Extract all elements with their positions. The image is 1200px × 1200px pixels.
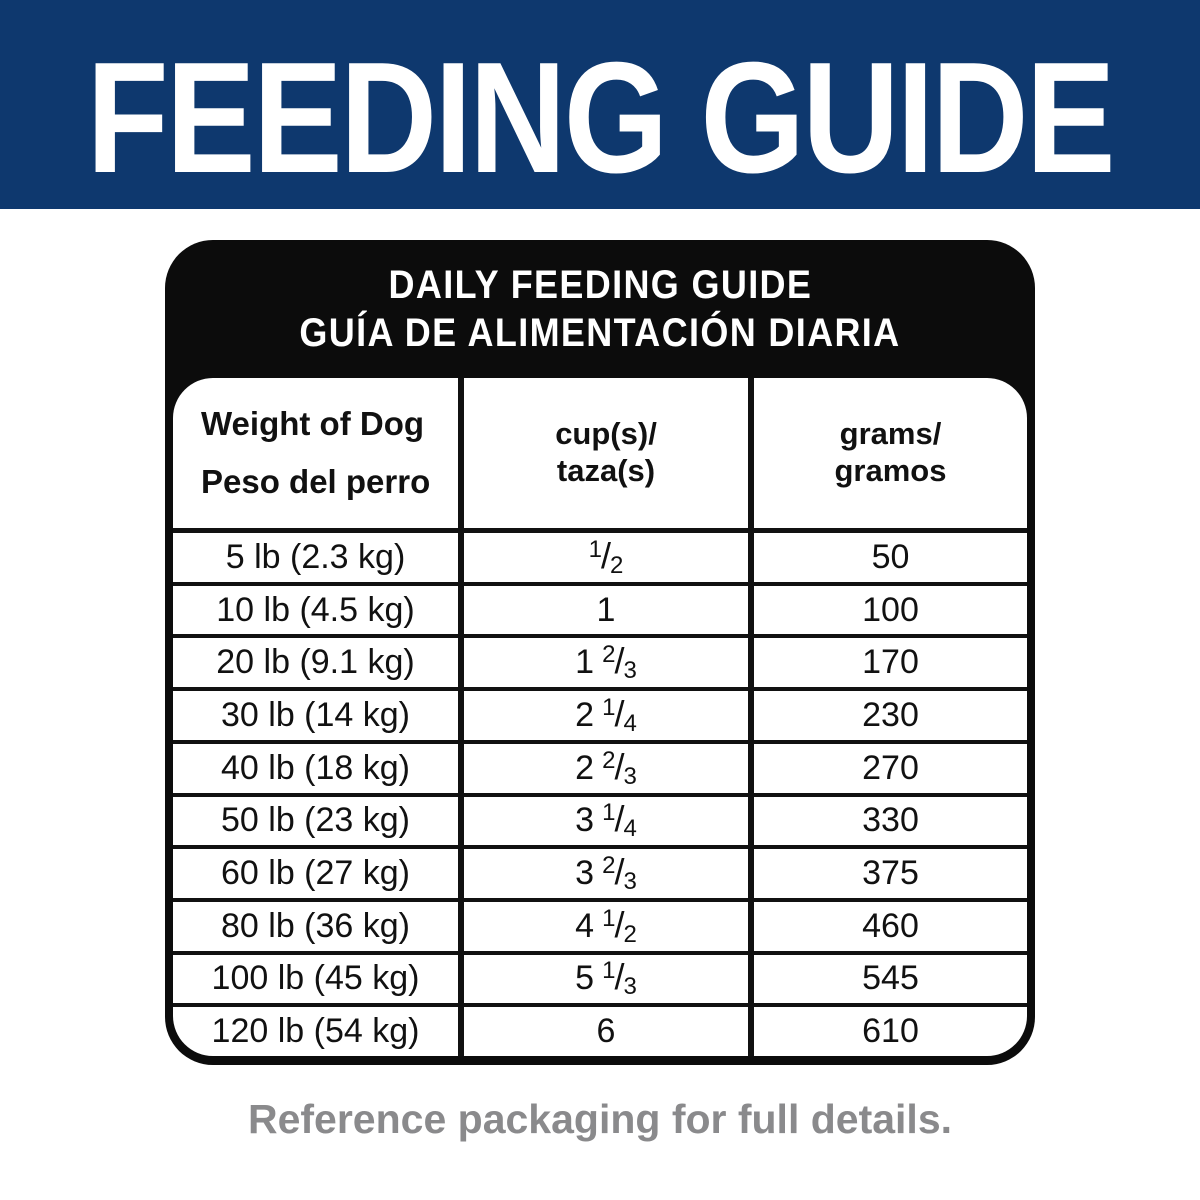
cups-whole: 5 — [575, 959, 595, 998]
header-weight: Weight of Dog Peso del perro — [173, 378, 458, 528]
header-grams-es: gramos — [834, 453, 947, 488]
cups-fraction: 1/3 — [602, 956, 637, 1001]
daily-feeding-guide-card: DAILY FEEDING GUIDE GUÍA DE ALIMENTACIÓN… — [165, 240, 1035, 1065]
cups-whole: 2 — [575, 748, 595, 787]
cups-fraction: 1/2 — [602, 903, 637, 948]
table-row: 100 lb (45 kg) 5 1/3 545 — [173, 950, 1027, 1004]
cups-whole: 4 — [575, 906, 595, 945]
header-cups: cup(s)/ taza(s) — [458, 378, 748, 528]
cups-cell: 3 1/4 — [458, 796, 748, 846]
cups-whole: 2 — [575, 695, 595, 734]
cups-whole: 3 — [575, 854, 595, 893]
table-header-row: Weight of Dog Peso del perro cup(s)/ taz… — [173, 378, 1027, 533]
table-row: 40 lb (18 kg) 2 2/3 270 — [173, 739, 1027, 793]
table-body: 5 lb (2.3 kg) 1/2 50 10 lb (4.5 kg) 1 10… — [173, 533, 1027, 1056]
cups-cell: 1 — [458, 585, 748, 635]
header-weight-es: Peso del perro — [201, 463, 431, 500]
grams-cell: 375 — [748, 849, 1027, 898]
grams-cell: 50 — [748, 533, 1027, 582]
cups-cell: 2 2/3 — [458, 743, 748, 793]
card-title-spanish: GUÍA DE ALIMENTACIÓN DIARIA — [299, 311, 901, 355]
table-row: 20 lb (9.1 kg) 1 2/3 170 — [173, 634, 1027, 688]
header-weight-en: Weight of Dog — [201, 405, 425, 443]
cups-fraction: 2/3 — [602, 640, 637, 685]
weight-cell: 60 lb (27 kg) — [221, 854, 410, 893]
table-row: 120 lb (54 kg) 6 610 — [173, 1003, 1027, 1056]
grams-cell: 330 — [748, 796, 1027, 846]
cups-cell: 2 1/4 — [458, 691, 748, 740]
grams-cell: 270 — [748, 743, 1027, 793]
grams-cell: 610 — [748, 1007, 1027, 1056]
weight-cell: 30 lb (14 kg) — [221, 695, 410, 734]
feeding-guide-banner: FEEDING GUIDE — [0, 0, 1200, 209]
cups-fraction: 2/3 — [602, 745, 637, 790]
cups-cell: 1 2/3 — [458, 638, 748, 688]
header-grams: grams/ gramos — [748, 378, 1027, 528]
weight-cell: 50 lb (23 kg) — [221, 801, 410, 840]
grams-cell: 170 — [748, 638, 1027, 688]
table-row: 60 lb (27 kg) 3 2/3 375 — [173, 845, 1027, 898]
cups-whole: 1 — [596, 590, 616, 629]
weight-cell: 80 lb (36 kg) — [221, 906, 410, 945]
cups-cell: 3 2/3 — [458, 849, 748, 898]
cups-cell: 1/2 — [458, 533, 748, 582]
card-header: DAILY FEEDING GUIDE GUÍA DE ALIMENTACIÓN… — [165, 240, 1035, 378]
table-row: 30 lb (14 kg) 2 1/4 230 — [173, 687, 1027, 740]
weight-cell: 20 lb (9.1 kg) — [216, 643, 415, 682]
grams-cell: 545 — [748, 954, 1027, 1004]
cups-whole: 1 — [575, 643, 595, 682]
weight-cell: 5 lb (2.3 kg) — [225, 537, 406, 576]
header-cups-es: taza(s) — [556, 453, 656, 488]
cups-cell: 5 1/3 — [458, 954, 748, 1004]
cups-fraction: 1/4 — [602, 692, 637, 737]
cups-whole: 6 — [596, 1012, 616, 1051]
card-title-english: DAILY FEEDING GUIDE — [388, 263, 812, 307]
feeding-table: Weight of Dog Peso del perro cup(s)/ taz… — [173, 378, 1027, 1056]
weight-cell: 10 lb (4.5 kg) — [216, 590, 415, 629]
table-row: 50 lb (23 kg) 3 1/4 330 — [173, 792, 1027, 846]
cups-fraction: 1/2 — [588, 534, 624, 579]
table-row: 80 lb (36 kg) 4 1/2 460 — [173, 897, 1027, 951]
table-row: 5 lb (2.3 kg) 1/2 50 — [173, 533, 1027, 582]
cups-cell: 6 — [458, 1007, 748, 1056]
weight-cell: 40 lb (18 kg) — [221, 748, 410, 787]
banner-title: FEEDING GUIDE — [86, 29, 1116, 206]
cups-whole: 3 — [575, 801, 595, 840]
grams-cell: 230 — [748, 691, 1027, 740]
cups-fraction: 1/4 — [602, 798, 637, 843]
table-row: 10 lb (4.5 kg) 1 100 — [173, 581, 1027, 635]
cups-cell: 4 1/2 — [458, 901, 748, 951]
weight-cell: 100 lb (45 kg) — [211, 959, 420, 998]
header-cups-en: cup(s)/ — [555, 416, 657, 452]
weight-cell: 120 lb (54 kg) — [211, 1012, 420, 1051]
header-grams-en: grams/ — [839, 416, 942, 452]
grams-cell: 100 — [748, 585, 1027, 635]
cups-fraction: 2/3 — [602, 851, 637, 896]
footer-note: Reference packaging for full details. — [247, 1096, 953, 1142]
grams-cell: 460 — [748, 901, 1027, 951]
